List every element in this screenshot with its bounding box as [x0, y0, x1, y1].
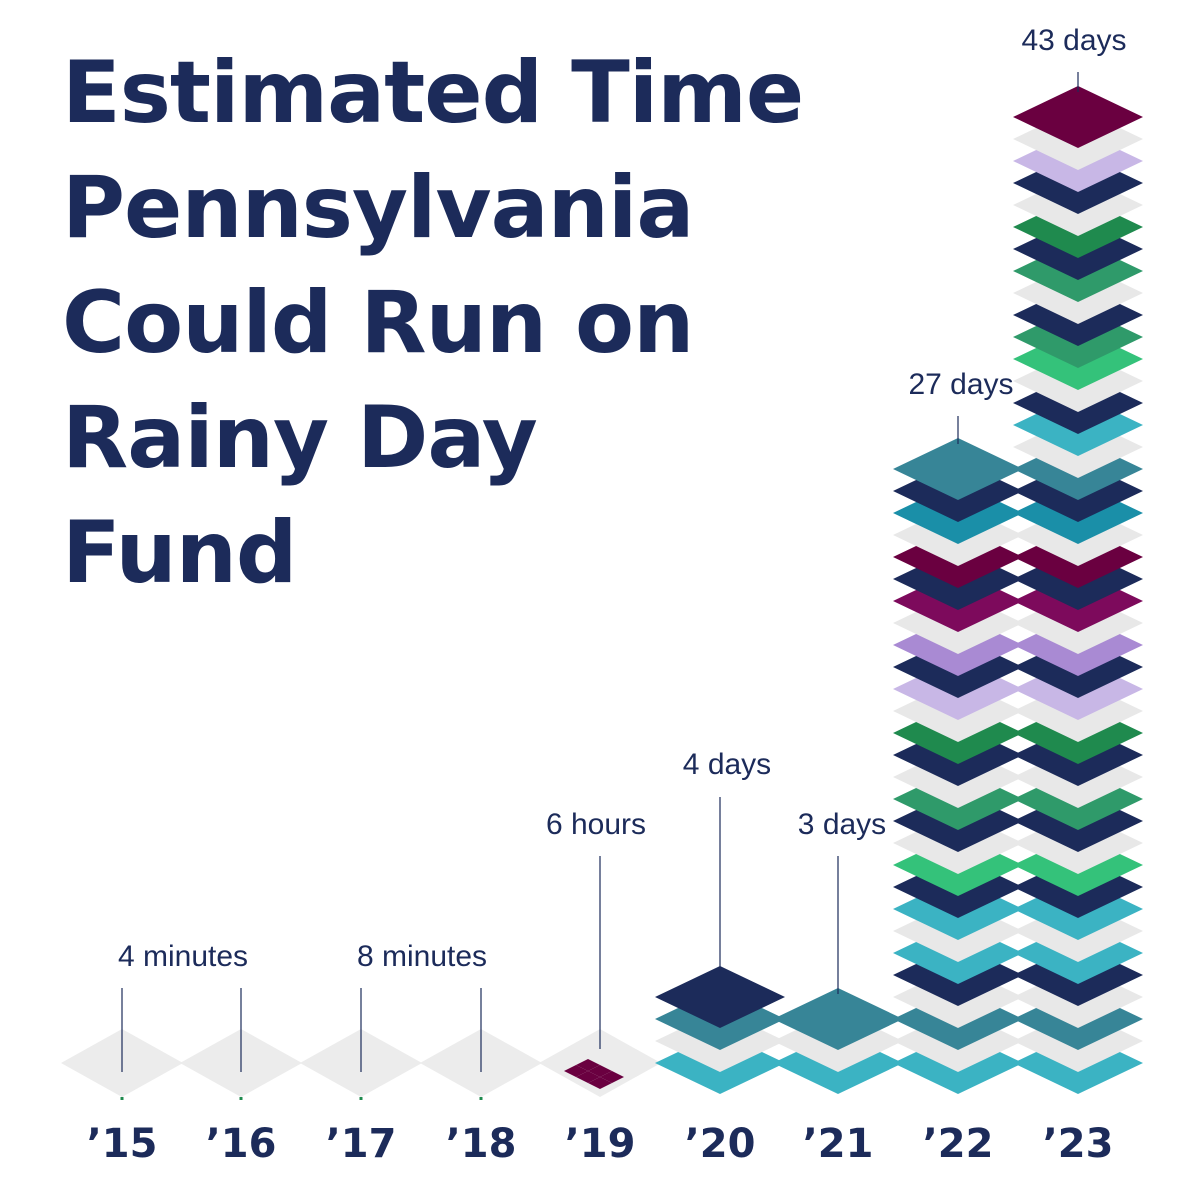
value-label: 4 days	[683, 748, 771, 781]
title-line-4: Rainy Day	[62, 388, 538, 488]
x-tick-label: ’18	[446, 1121, 517, 1167]
bar-8	[893, 438, 1023, 1094]
bar-9	[1013, 86, 1143, 1094]
bar-sliver	[479, 1097, 483, 1100]
bar-5	[539, 1029, 661, 1097]
title-line-1: Estimated Time	[62, 43, 804, 143]
bar-tile	[588, 1077, 612, 1089]
x-tick-label: ’22	[923, 1121, 994, 1167]
x-tick-label: ’15	[87, 1121, 158, 1167]
value-label: 3 days	[798, 808, 886, 841]
x-tick-label: ’21	[803, 1121, 874, 1167]
bar-tile	[576, 1059, 600, 1071]
x-tick-label: ’17	[326, 1121, 397, 1167]
bar-layer	[893, 438, 1023, 500]
bar-sliver	[359, 1097, 363, 1100]
x-tick-label: ’19	[565, 1121, 636, 1167]
title-line-2: Pennsylvania	[62, 158, 694, 258]
bar-placeholder	[539, 1029, 661, 1097]
x-tick-label: ’23	[1043, 1121, 1114, 1167]
x-tick-label: ’20	[685, 1121, 756, 1167]
value-label: 4 minutes	[118, 940, 248, 973]
bar-layer	[773, 988, 903, 1050]
bar-7	[773, 988, 903, 1094]
value-label: 6 hours	[546, 808, 646, 841]
bar-layer	[655, 966, 785, 1028]
bar-6	[655, 966, 785, 1094]
x-tick-label: ’16	[206, 1121, 277, 1167]
bar-sliver	[120, 1097, 124, 1100]
bar-layer	[1013, 86, 1143, 148]
bar-sliver	[239, 1097, 243, 1100]
title-line-3: Could Run on	[62, 273, 694, 373]
value-label: 43 days	[1021, 24, 1126, 57]
chart-title: Estimated Time Pennsylvania Could Run on…	[62, 36, 804, 611]
value-label: 8 minutes	[357, 940, 487, 973]
title-line-5: Fund	[62, 503, 297, 603]
value-label: 27 days	[908, 368, 1013, 401]
